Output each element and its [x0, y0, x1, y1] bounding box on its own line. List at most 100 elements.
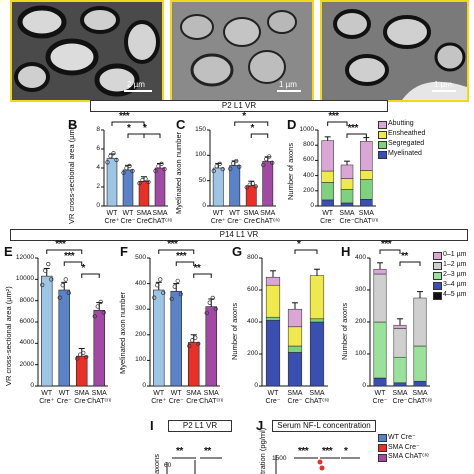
data-point: [159, 161, 164, 166]
legend-swatch-segregated: [378, 141, 387, 149]
chart-e: [35, 249, 108, 387]
bar: [106, 158, 118, 207]
stacked-bar-segment: [340, 189, 354, 204]
legend-label-bin45: 4–5 µm: [443, 291, 467, 298]
chart-c: [207, 121, 276, 207]
data-point: [130, 168, 135, 174]
bar: [212, 167, 224, 207]
stacked-bar-segment: [413, 297, 427, 347]
stacked-bar-segment: [287, 345, 303, 353]
x-tick-label: WT: [58, 390, 70, 397]
tick-label: 0: [310, 202, 314, 209]
legend-swatch-sma-chat: [378, 454, 387, 462]
significance-bracket: [46, 249, 83, 254]
tick-label: 0: [254, 382, 258, 389]
data-point: [237, 164, 242, 169]
x-tick-label: SMA: [91, 390, 107, 397]
stacked-bar-segment: [373, 377, 387, 387]
x-tick-label: SMA: [287, 390, 303, 397]
stacked-bar-segment: [393, 356, 407, 384]
tick-label: 0: [30, 382, 34, 389]
data-point: [264, 157, 269, 162]
tick-label: 300: [135, 305, 146, 313]
tick-label: 6: [96, 145, 100, 152]
chart-b: [101, 121, 168, 207]
tick-label: 200: [135, 330, 146, 338]
tick-label: 150: [195, 126, 206, 133]
data-point: [193, 335, 198, 340]
significance-bracket: [175, 261, 195, 266]
significance-marker: ***: [298, 446, 309, 457]
data-point: [220, 166, 225, 172]
tick-label: 200: [247, 350, 258, 357]
significance-marker: ***: [119, 111, 130, 122]
data-point: [213, 306, 218, 312]
data-point: [108, 153, 113, 159]
x-tick-label: ChATᶜʳᵉ: [354, 218, 379, 225]
x-tick-label: WT: [41, 390, 53, 397]
significance-marker: **: [401, 251, 408, 262]
stacked-bar-segment: [265, 284, 281, 318]
data-point: [143, 176, 148, 181]
tick-label: 800: [303, 141, 314, 149]
data-point: [75, 356, 80, 361]
section-label-serum: Serum NF-L concentration: [272, 420, 376, 432]
x-tick-label: Cre⁻: [392, 398, 408, 405]
significance-marker: *: [344, 446, 348, 457]
panel-letter-f: F: [120, 244, 128, 259]
data-point: [217, 161, 222, 166]
data-point: [49, 277, 54, 282]
x-tick-label: Cre⁻: [265, 398, 281, 405]
panel-letter-e: E: [4, 244, 13, 259]
data-point: [172, 284, 177, 289]
panel-letter-c: C: [176, 117, 186, 132]
significance-bracket: [379, 249, 401, 254]
stacked-bar-segment: [321, 199, 334, 207]
x-tick-label: SMA: [152, 210, 168, 217]
stacked-bar-segment: [393, 324, 407, 329]
stacked-bar-segment: [393, 382, 407, 387]
panel-letter-j: J: [256, 418, 264, 433]
x-tick-label: Cre⁻: [136, 218, 152, 225]
tick-label: 600: [247, 286, 258, 293]
significance-marker: ***: [322, 446, 333, 457]
legend-label-bin01: 0–1 µm: [443, 251, 467, 258]
x-tick-label: Cre⁺: [104, 218, 120, 225]
bar: [58, 289, 70, 387]
significance-marker: *: [297, 239, 301, 250]
legend-swatch-wt: [378, 434, 387, 442]
data-point: [98, 299, 103, 305]
x-tick-label: ChATᶜʳᵉ: [147, 218, 173, 225]
scale-label: 1 µm: [434, 80, 452, 89]
data-point: [244, 185, 249, 190]
bar: [205, 306, 217, 387]
tick-label: 600: [303, 156, 314, 164]
legend-swatch-bin12: [433, 262, 442, 270]
tick-label: 500: [135, 254, 146, 261]
x-tick-label: WT: [106, 210, 118, 217]
tick-label: 1500: [272, 455, 287, 462]
bar: [188, 342, 200, 387]
stacked-bar-segment: [373, 268, 387, 275]
data-point: [196, 341, 201, 346]
stacked-bar-segment: [340, 164, 354, 179]
micrograph-sma-chat-image: [322, 2, 467, 100]
x-tick-label: WT: [122, 210, 134, 217]
tick-label: 1000: [299, 126, 314, 133]
legend-swatch-bin23: [433, 272, 442, 280]
chart-d: [315, 121, 376, 207]
data-point: [261, 162, 266, 168]
data-point: [137, 181, 142, 186]
chart-g: [259, 249, 328, 387]
data-point: [156, 163, 161, 169]
tick-label: 4: [96, 164, 100, 171]
significance-marker: *: [143, 123, 147, 134]
x-tick-label: Cre⁺: [210, 218, 226, 225]
data-point: [81, 350, 86, 355]
stacked-bar-segment: [309, 318, 325, 323]
tick-label: 60: [164, 462, 172, 469]
tick-label: 400: [247, 318, 258, 325]
tick-label: 100: [135, 356, 146, 364]
data-point: [155, 283, 160, 288]
